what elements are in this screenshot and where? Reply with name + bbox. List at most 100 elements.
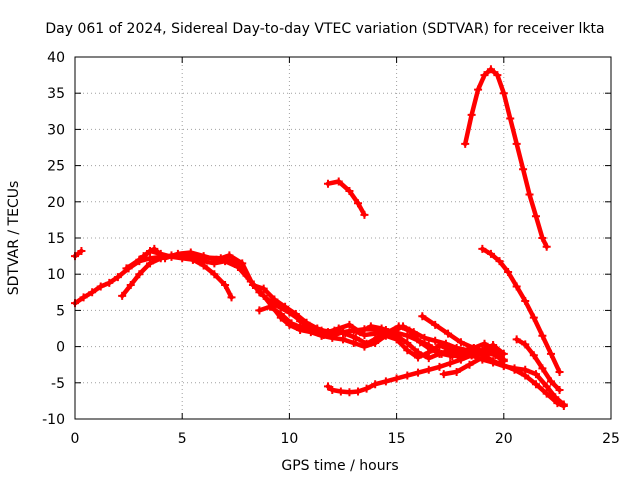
data-point xyxy=(504,268,513,277)
data-point xyxy=(186,248,195,257)
data-point xyxy=(506,114,515,123)
series-track-12 xyxy=(461,65,551,251)
data-point xyxy=(135,270,144,279)
data-point xyxy=(491,346,500,355)
data-point xyxy=(480,71,489,80)
data-point xyxy=(349,338,358,347)
data-point xyxy=(270,295,279,304)
data-point xyxy=(546,349,555,358)
y-tick-label: 5 xyxy=(56,303,65,319)
data-point xyxy=(334,177,343,186)
data-point xyxy=(555,367,564,376)
series-track-10 xyxy=(439,346,500,379)
y-tick-label: 0 xyxy=(56,340,65,356)
data-point xyxy=(362,384,371,393)
data-point xyxy=(345,388,354,397)
data-point xyxy=(480,339,489,348)
x-tick-label: 25 xyxy=(602,431,620,447)
data-point xyxy=(465,360,474,369)
data-point xyxy=(414,353,423,362)
data-point xyxy=(452,367,461,376)
data-point xyxy=(499,89,508,98)
data-point xyxy=(188,255,197,264)
y-tick-label: 30 xyxy=(47,122,65,138)
data-point xyxy=(542,389,551,398)
data-point xyxy=(420,333,429,342)
data-point xyxy=(403,338,412,347)
data-point xyxy=(512,139,521,148)
data-point xyxy=(394,322,403,331)
series-line xyxy=(462,67,549,249)
data-point xyxy=(489,357,498,366)
data-point xyxy=(287,319,296,328)
data-point xyxy=(328,386,337,395)
data-point xyxy=(474,85,483,94)
data-point xyxy=(328,333,337,342)
data-point xyxy=(126,281,135,290)
data-point xyxy=(276,310,285,319)
x-tick-label: 15 xyxy=(388,431,406,447)
data-point xyxy=(418,312,427,321)
data-point xyxy=(519,165,528,174)
data-point xyxy=(531,212,540,221)
data-point xyxy=(529,313,538,322)
data-point xyxy=(96,282,105,291)
data-point xyxy=(538,234,547,242)
data-point xyxy=(341,329,350,338)
y-tick-label: 40 xyxy=(47,50,65,66)
data-point xyxy=(456,355,465,364)
data-point xyxy=(437,349,446,358)
data-point xyxy=(435,341,444,350)
data-point xyxy=(381,331,390,340)
data-point xyxy=(306,324,315,333)
data-point xyxy=(212,255,221,264)
data-point xyxy=(444,329,453,338)
data-point xyxy=(452,344,461,353)
data-point xyxy=(225,251,234,260)
data-point xyxy=(405,326,414,335)
series-track-14 xyxy=(512,335,564,395)
data-point xyxy=(499,357,508,366)
data-point xyxy=(118,291,127,300)
data-point xyxy=(354,199,363,208)
data-point xyxy=(381,377,390,386)
data-point xyxy=(431,336,440,345)
data-point xyxy=(446,359,455,368)
data-point xyxy=(330,326,339,335)
data-point xyxy=(259,284,268,293)
data-point xyxy=(345,186,354,195)
data-point xyxy=(456,338,465,347)
data-point xyxy=(542,242,551,251)
x-tick-label: 5 xyxy=(178,431,187,447)
data-point xyxy=(255,306,264,315)
data-point xyxy=(392,335,401,344)
y-tick-label: -5 xyxy=(51,376,65,392)
y-tick-label: 15 xyxy=(47,231,65,247)
data-point xyxy=(424,365,433,374)
data-point xyxy=(317,331,326,340)
data-point xyxy=(403,346,412,355)
data-point xyxy=(161,254,170,263)
data-point xyxy=(296,317,305,326)
y-tick-label: 10 xyxy=(47,267,65,283)
data-point xyxy=(266,302,275,311)
series-track-8 xyxy=(323,341,508,397)
data-point xyxy=(210,270,219,279)
data-point xyxy=(105,278,114,287)
data-point xyxy=(351,333,360,342)
x-tick-label: 0 xyxy=(71,431,80,447)
data-point xyxy=(531,380,540,389)
data-point xyxy=(345,320,354,329)
data-point xyxy=(150,244,159,253)
x-axis-label: GPS time / hours xyxy=(281,458,398,474)
data-point xyxy=(281,302,290,311)
data-point xyxy=(559,401,568,410)
data-point xyxy=(553,399,562,408)
data-point xyxy=(439,370,448,379)
data-point xyxy=(371,329,380,338)
data-point xyxy=(512,282,521,291)
data-point xyxy=(546,377,555,386)
y-tick-label: -10 xyxy=(42,412,65,428)
data-point xyxy=(122,264,131,273)
